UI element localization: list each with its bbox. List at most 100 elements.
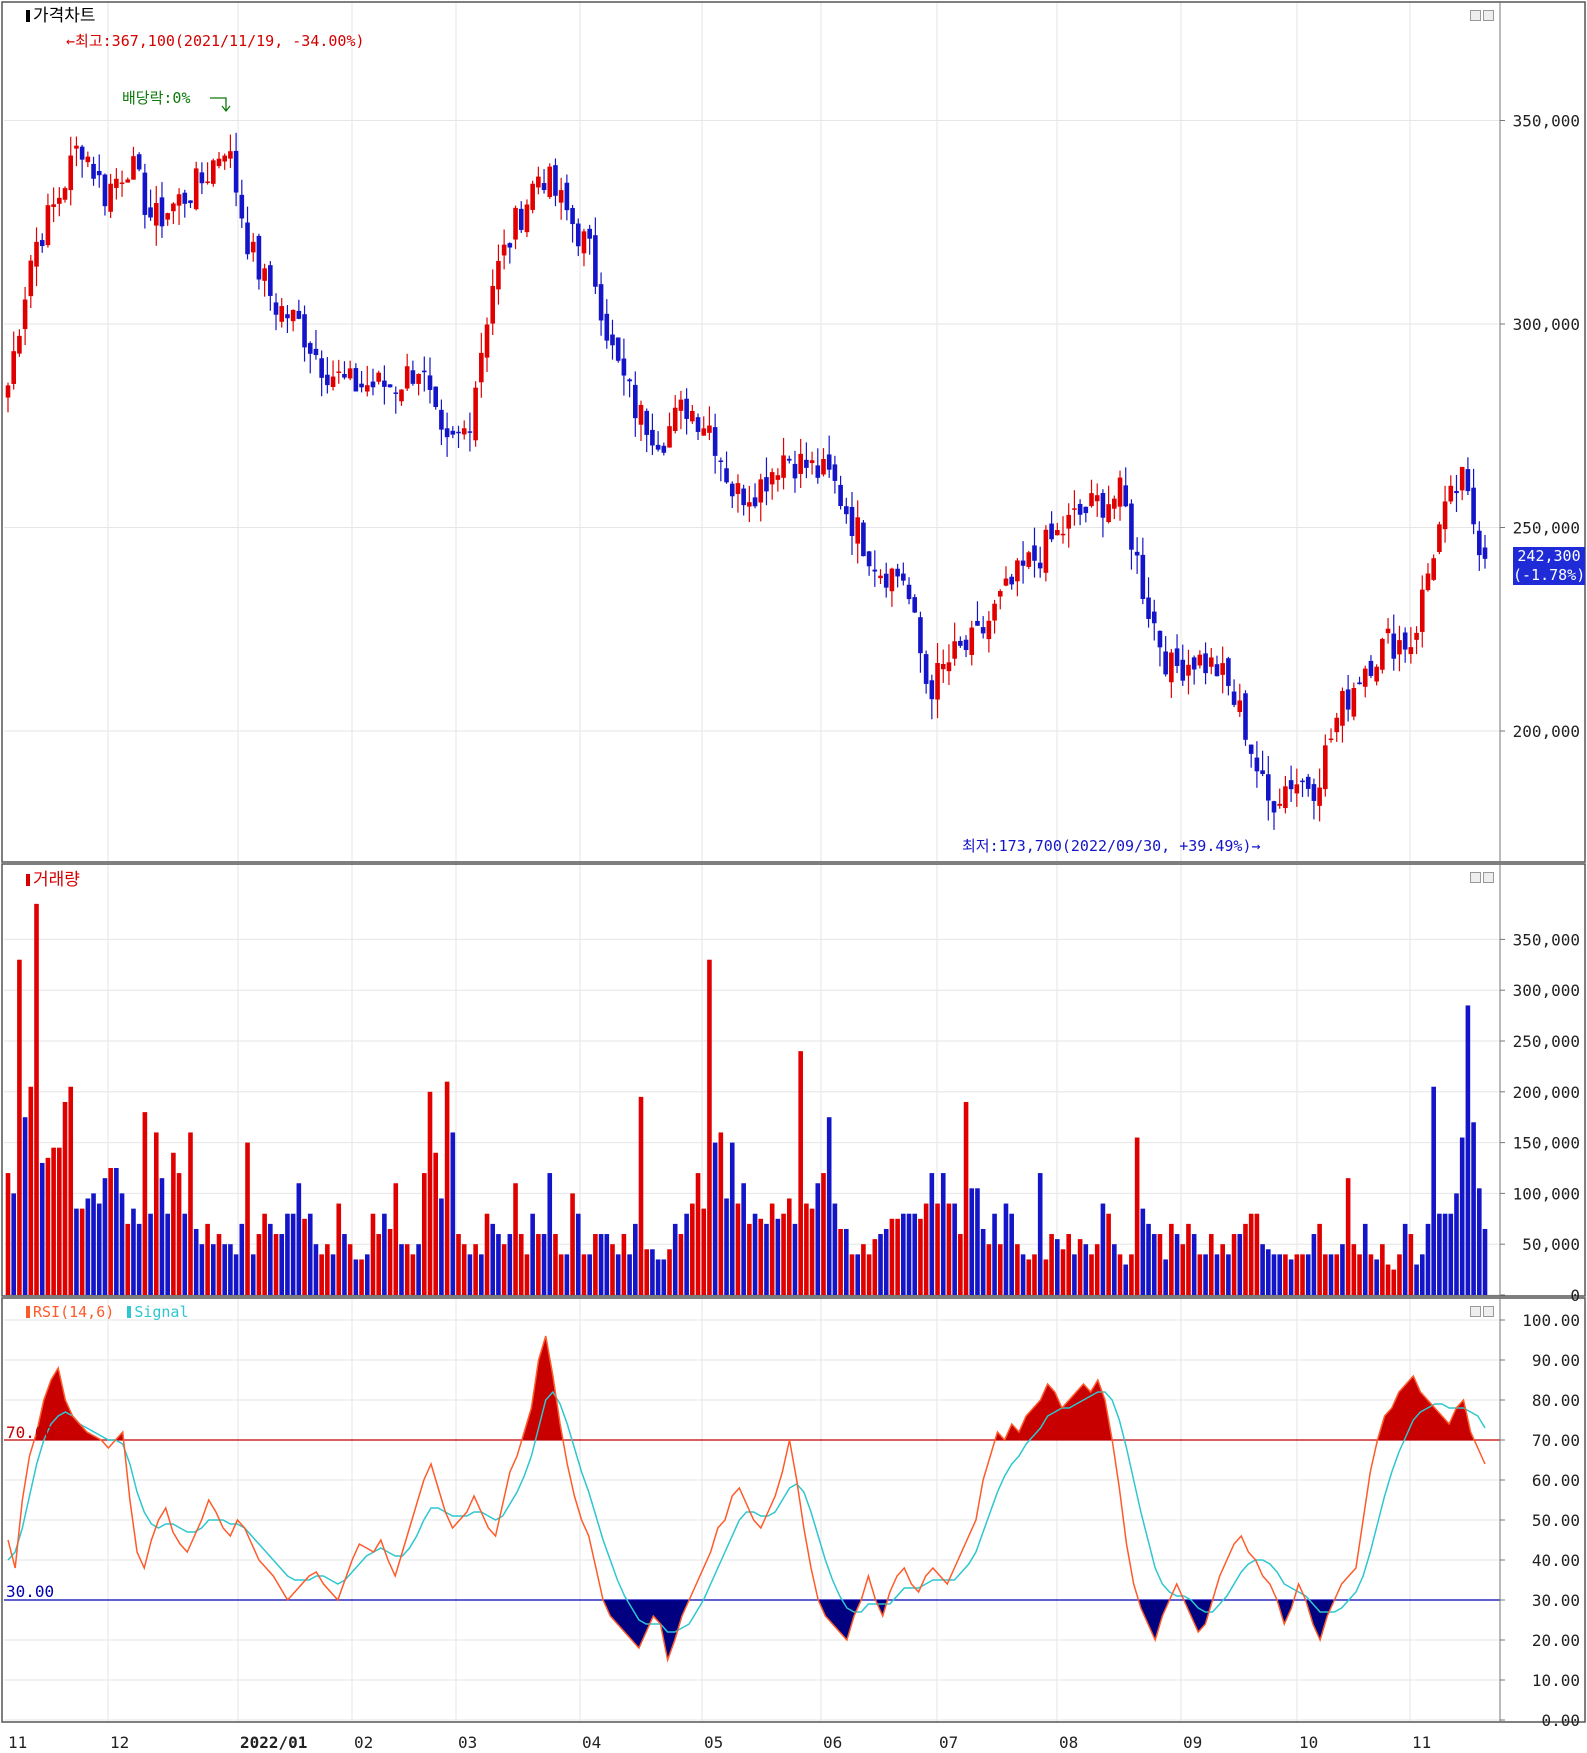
volume-bar	[1100, 1203, 1106, 1295]
volume-bar	[1380, 1244, 1385, 1295]
candle-body	[632, 384, 638, 419]
volume-bar	[171, 1152, 176, 1295]
candle-body	[467, 431, 473, 433]
volume-bar	[798, 1051, 803, 1295]
volume-bar	[975, 1188, 980, 1295]
candle-body	[210, 160, 216, 184]
candle-body	[826, 454, 832, 470]
candle-body	[165, 213, 170, 220]
volume-bar	[461, 1244, 467, 1295]
price-panel-window-buttons[interactable]	[1468, 6, 1498, 21]
volume-bar	[399, 1244, 404, 1295]
y-tick-label: 20.00	[1532, 1631, 1580, 1650]
volume-bar	[1294, 1254, 1300, 1295]
candle-body	[513, 207, 518, 240]
candle-body	[918, 617, 923, 654]
candle-body	[376, 372, 381, 382]
candle-body	[781, 455, 786, 478]
rsi-panel-window-buttons[interactable]	[1468, 1302, 1498, 1317]
candle-body	[11, 351, 17, 384]
candle-body	[570, 207, 575, 225]
candle-body	[399, 389, 404, 402]
candle-body	[325, 374, 330, 386]
close-icon[interactable]	[1483, 10, 1494, 21]
volume-bar	[1163, 1259, 1168, 1295]
volume-bar	[439, 1198, 444, 1295]
oversold-area	[603, 1600, 1335, 1660]
candle-body	[85, 156, 91, 163]
signal-line	[7, 1390, 1486, 1633]
volume-bar	[1340, 1244, 1345, 1295]
volume-bar	[553, 1234, 558, 1295]
price-candles	[5, 132, 1488, 830]
candle-body	[752, 497, 758, 507]
volume-bar	[1043, 1259, 1049, 1295]
candle-body	[1123, 485, 1129, 507]
minimize-icon[interactable]	[1470, 10, 1481, 21]
candle-body	[1465, 469, 1471, 492]
volume-bar	[336, 1203, 342, 1295]
volume-bar	[1328, 1254, 1334, 1295]
candle-body	[416, 373, 421, 384]
volume-bar	[1442, 1213, 1448, 1295]
volume-bar	[1277, 1254, 1283, 1295]
minimize-icon[interactable]	[1470, 1306, 1481, 1317]
candle-body	[986, 620, 992, 640]
candle-body	[1368, 660, 1374, 676]
candle-body	[997, 591, 1003, 597]
volume-bar	[1106, 1213, 1111, 1295]
y-tick-label: 40.00	[1532, 1551, 1580, 1570]
volume-bar	[627, 1254, 632, 1295]
candle-body	[524, 204, 530, 233]
volume-bar	[1169, 1223, 1174, 1295]
candle-body	[1049, 523, 1054, 540]
rsi-panel-title: RSI(14,6) Signal	[26, 1302, 189, 1322]
candle-body	[1374, 666, 1379, 682]
candle-body	[1237, 700, 1243, 713]
candle-body	[758, 479, 764, 503]
volume-bar	[564, 1254, 570, 1295]
x-tick-label: 10	[1299, 1733, 1318, 1752]
volume-bar	[587, 1254, 592, 1295]
minimize-icon[interactable]	[1470, 872, 1481, 883]
volume-panel-window-buttons[interactable]	[1468, 868, 1498, 883]
candle-body	[992, 603, 997, 621]
candle-body	[661, 445, 667, 453]
candle-body	[1408, 647, 1414, 655]
candle-body	[268, 265, 273, 296]
candle-body	[1151, 611, 1157, 624]
candle-body	[1026, 552, 1032, 567]
candle-body	[553, 165, 558, 196]
candle-body	[712, 427, 718, 456]
candle-body	[39, 240, 45, 247]
candle-body	[17, 335, 22, 354]
volume-bar	[136, 1223, 142, 1295]
volume-bar	[496, 1234, 501, 1295]
candle-body	[741, 488, 746, 506]
volume-bar	[815, 1183, 821, 1295]
candle-body	[410, 370, 416, 384]
volume-bar	[963, 1101, 969, 1295]
volume-bar	[456, 1234, 461, 1295]
volume-bar	[1214, 1254, 1220, 1295]
candle-body	[912, 597, 918, 613]
candle-body	[91, 163, 96, 179]
candle-body	[1100, 493, 1106, 518]
y-tick-label: 50,000	[1522, 1235, 1580, 1254]
volume-bar	[610, 1244, 615, 1295]
volume-bar	[290, 1213, 296, 1295]
volume-bar	[878, 1234, 883, 1295]
close-icon[interactable]	[1483, 872, 1494, 883]
volume-bar	[593, 1234, 598, 1295]
volume-bar	[165, 1213, 170, 1295]
volume-bar	[1231, 1234, 1237, 1295]
candle-body	[1317, 787, 1322, 806]
candle-body	[598, 284, 604, 321]
close-icon[interactable]	[1483, 1306, 1494, 1317]
volume-bar	[256, 1234, 262, 1295]
volume-bar	[1060, 1249, 1066, 1295]
candle-body	[638, 404, 644, 425]
volume-bar	[1140, 1208, 1146, 1295]
candle-body	[108, 183, 113, 212]
